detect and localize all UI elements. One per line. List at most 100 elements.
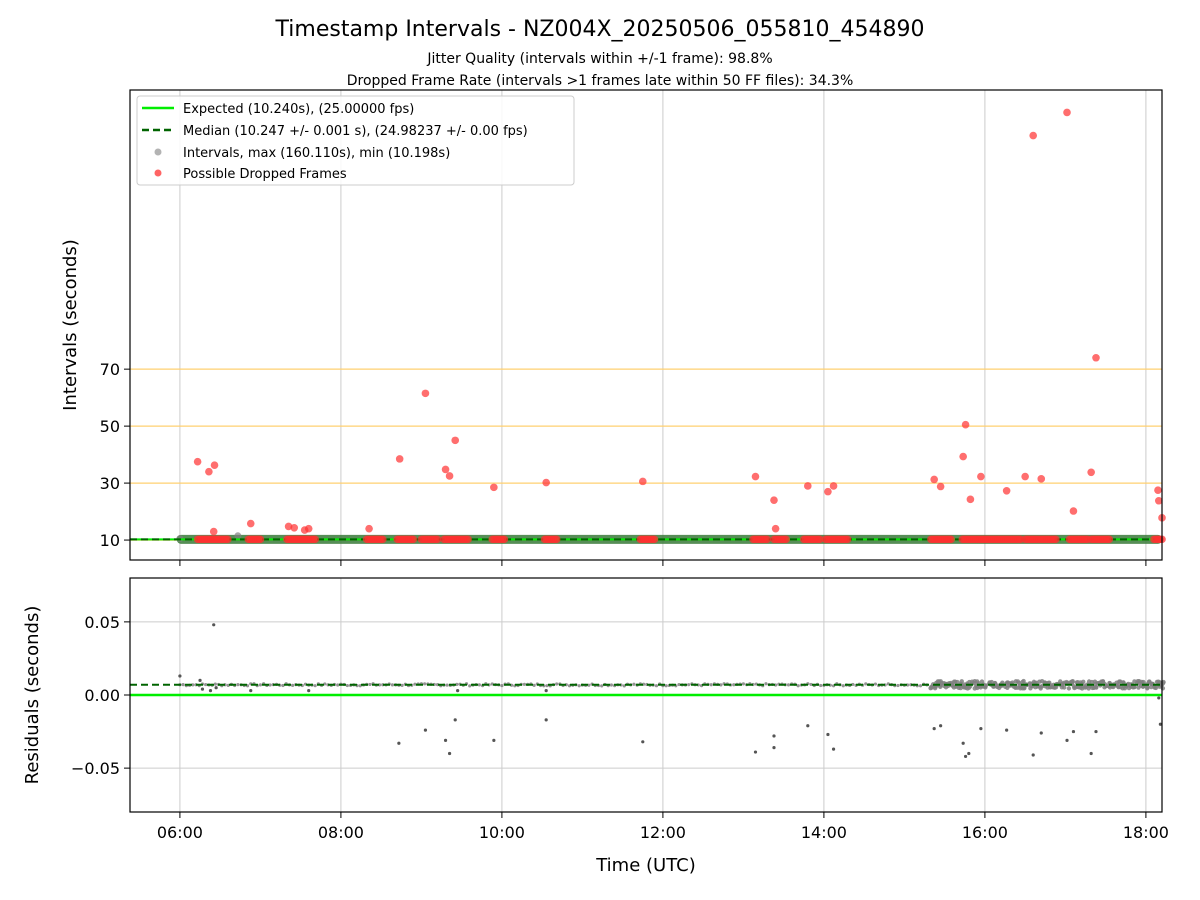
residual-point [336,683,340,687]
residual-point [796,684,800,688]
x-tick-label: 16:00 [962,823,1008,842]
residual-point [1071,729,1076,734]
top-y-tick-label: 30 [100,474,120,493]
residual-point [1132,684,1137,690]
residual-point [979,679,985,684]
dropped-frame-point [451,436,460,445]
bottom-y-axis-label: Residuals (seconds) [22,606,43,785]
residual-point [732,683,736,687]
legend-expected-label: Expected (10.240s), (25.00000 fps) [183,102,414,117]
dropped-frame-point [209,527,218,536]
residual-point [1157,696,1161,700]
dropped-frame-point [490,483,498,492]
bottom-y-tick-label: −0.05 [71,759,120,778]
bottom-y-tick-label: 0.05 [84,613,120,632]
residuals-panel: 06:00 08:00 10:00 12:00 14:00 16:00 18:00 0.05 0… [22,577,1169,876]
residual-point [967,751,971,756]
dropped-frame-point [304,524,313,533]
dropped-frame-point [843,535,852,544]
residual-point [786,683,791,687]
dropped-frame-point [1154,496,1163,505]
residual-point [1141,679,1146,685]
residual-point [236,683,240,687]
top-y-tick-label: 50 [100,417,120,436]
dropped-frame-point [763,535,771,544]
residual-point [455,682,459,686]
residual-point [979,727,983,731]
dropped-frame-point [1002,486,1011,495]
residual-point [368,682,372,687]
dropped-frame-point [433,535,442,544]
residual-point [1081,679,1086,685]
residual-point [208,689,213,693]
residual-point [453,718,457,722]
residual-point [307,689,311,693]
dropped-frame-point [464,535,472,544]
residual-point [1160,686,1166,691]
residual-point [1076,685,1081,690]
dropped-frame-point [246,519,255,528]
residual-point [1066,686,1072,691]
residual-point [400,683,404,687]
dropped-frame-point [1051,535,1060,544]
residual-point [918,684,923,688]
residual-point [969,679,975,684]
dropped-frame-point [1087,468,1095,477]
bottom-y-tick-label: 0.00 [84,686,120,705]
residual-point [1050,684,1055,690]
residual-point [932,727,936,731]
dropped-frame-point [421,389,430,398]
residual-point [468,684,472,688]
legend-intervals-swatch [154,148,162,156]
x-tick-label: 12:00 [640,823,686,842]
dropped-frame-point [500,535,509,544]
residual-point [600,684,604,688]
residual-point [983,683,989,688]
residual-point [544,689,548,693]
residual-point [477,683,481,687]
dropped-frame-point [378,535,387,544]
legend-median-label: Median (10.247 +/- 0.001 s), (24.98237 +… [183,124,528,139]
residual-point [819,683,823,688]
residual-point [1031,679,1037,685]
residual-point [1125,682,1130,688]
residual-point [961,741,965,745]
dropped-frame-point [210,461,219,469]
dropped-frame-point [1063,108,1071,117]
chart-title: Timestamp Intervals - NZ004X_20250506_05… [275,17,925,42]
dropped-frame-point [959,452,967,461]
legend: Expected (10.240s), (25.00000 fps) Media… [136,95,575,186]
residual-point [1093,684,1099,690]
residual-point [423,728,428,732]
residual-point [654,684,659,688]
residual-point [1062,685,1067,690]
residual-point [831,747,836,751]
residual-point [544,718,548,722]
residual-point [764,682,768,686]
residual-point [1158,722,1162,726]
dropped-frame-point [824,487,832,496]
dropped-frame-point [650,535,659,544]
residual-point [641,740,645,744]
residual-point [841,684,845,688]
residual-point [532,683,536,687]
residual-point [323,682,327,686]
residual-point [397,741,401,745]
x-axis-label: Time (UTC) [595,855,696,876]
residual-point [1090,685,1095,691]
dropped-frame-point [409,535,418,544]
residual-point [1145,685,1150,690]
residual-point [258,683,263,687]
residual-point [753,750,758,754]
residual-point [664,684,668,688]
residual-point [938,684,943,690]
residual-point [178,674,182,678]
residual-point [1089,751,1093,756]
residual-point [928,685,933,691]
dropped-frame-point [205,467,213,476]
dropped-frame-point [290,524,299,532]
residual-point [632,682,636,686]
dropped-frame-point [552,535,561,544]
residual-point [896,683,900,688]
